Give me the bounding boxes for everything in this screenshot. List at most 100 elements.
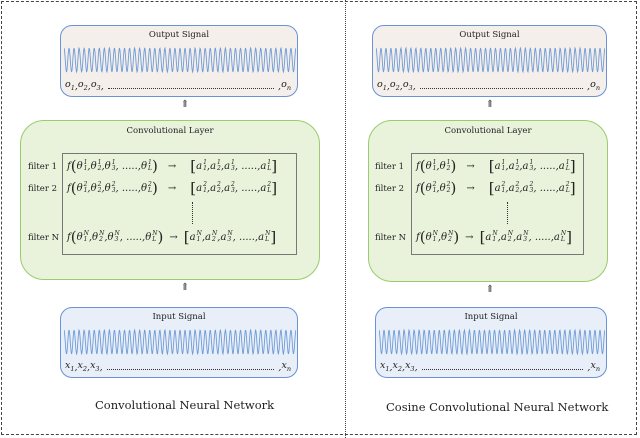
sequence-term: x2 (392, 360, 403, 373)
network-caption: Convolutional Neural Network (95, 398, 275, 412)
filter-label: filter 1 (28, 162, 58, 172)
input-sequence: x1, x2, x3, , xn (380, 360, 600, 373)
arrow-icon: → (167, 160, 177, 172)
arrow-icon: → (169, 231, 178, 243)
input-signal-box: Input Signal x1, x2, x3, , xn (375, 307, 607, 378)
filter-label: filter 1 (375, 162, 405, 172)
input-signal-title: Input Signal (464, 312, 518, 322)
arrow-icon: → (465, 231, 474, 243)
arrow-icon: → (466, 182, 475, 194)
arrow-icon: → (167, 182, 177, 194)
input-signal-title: Input Signal (152, 312, 206, 322)
sequence-term: o3 (402, 79, 413, 92)
output-signal-title: Output Signal (459, 30, 520, 40)
input-signal-box: Input Signal x1, x2, x3, , xn (60, 307, 298, 378)
input-sequence: x1, x2, x3, , xn (65, 360, 291, 373)
arrow-icon: → (466, 160, 475, 172)
sequence-term: x3 (405, 360, 415, 373)
sequence-ellipsis (421, 369, 584, 370)
convolutional-layer-box: Convolutional Layer (368, 120, 608, 282)
up-arrow-icon: ⇑ (180, 99, 190, 110)
signal-waveform (379, 328, 605, 356)
conv-layer-title: Convolutional Layer (126, 126, 214, 136)
sequence-term: xn (281, 360, 291, 373)
filter-row: f(θ 1 1, θ 1 2) →[a 1 1, a 1 2, a 1 3, ....., a 1 L] (416, 157, 576, 175)
sequence-term: on (281, 79, 291, 92)
filter-label: filter N (375, 233, 407, 243)
filter-matrix-box: f(θ 1 1, θ 1 2) →[a 1 1, a 1 2, a 1 3, ....., a 1 L] f(θ… (411, 153, 584, 255)
filter-row: f(θ 2 1, θ 2 2) →[a 2 1, a 2 2, a 2 3, ....., a 2 L] (416, 179, 576, 197)
sequence-term: o2 (77, 79, 88, 92)
output-signal-title: Output Signal (148, 30, 210, 40)
up-arrow-icon: ⇑ (485, 284, 495, 295)
signal-waveform (376, 46, 605, 74)
output-sequence: o1, o2, o3, , on (65, 79, 291, 92)
up-arrow-icon: ⇑ (180, 282, 190, 293)
output-signal-box: Output Signal o1, o2, o3, , on (60, 25, 298, 97)
output-sequence: o1, o2, o3, , on (377, 79, 600, 92)
filter-label: filter 2 (28, 184, 58, 194)
sequence-term: x2 (77, 360, 88, 373)
sequence-term: on (590, 79, 600, 92)
filter-row: f(θ N 1, θ N 2) →[a N 1, a N 2, a N 3, ....., a N L] (416, 228, 572, 246)
network-caption: Cosine Convolutional Neural Network (386, 400, 609, 414)
signal-waveform (64, 46, 296, 74)
sequence-ellipsis (106, 369, 275, 370)
convolutional-layer-box: Convolutional Layer (20, 120, 320, 280)
vertical-ellipsis (507, 202, 509, 224)
sequence-term: o3 (90, 79, 101, 92)
conv-layer-title: Convolutional Layer (444, 126, 532, 136)
sequence-ellipsis (107, 88, 275, 89)
filter-label: filter N (28, 233, 60, 243)
sequence-ellipsis (419, 88, 584, 89)
sequence-term: x1 (380, 360, 390, 373)
panel-divider (345, 0, 346, 438)
vertical-ellipsis (192, 202, 194, 224)
sequence-term: o1 (377, 79, 387, 92)
sequence-term: xn (590, 360, 600, 373)
sequence-term: x1 (65, 360, 75, 373)
sequence-term: o1 (65, 79, 75, 92)
up-arrow-icon: ⇑ (485, 99, 495, 110)
